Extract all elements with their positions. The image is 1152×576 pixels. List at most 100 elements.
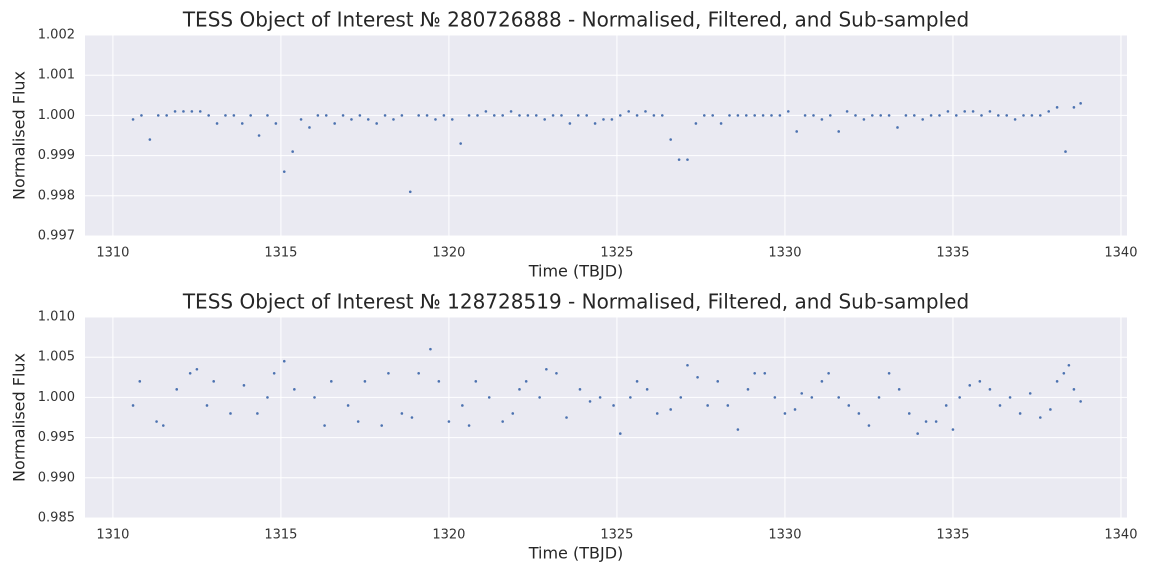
data-point xyxy=(551,114,555,117)
data-point xyxy=(862,118,866,121)
x-tick-label: 1320 xyxy=(432,246,465,261)
data-point xyxy=(501,114,504,117)
data-point xyxy=(434,118,437,121)
data-point xyxy=(293,388,296,391)
data-point xyxy=(274,122,278,125)
data-point xyxy=(627,110,630,113)
y-tick-label: 1.010 xyxy=(38,310,75,325)
data-point xyxy=(998,404,1002,407)
data-point xyxy=(618,114,622,117)
data-point xyxy=(324,114,328,117)
data-point xyxy=(188,371,192,375)
data-point xyxy=(870,114,874,117)
data-point xyxy=(588,400,592,403)
data-point xyxy=(212,380,215,383)
data-point xyxy=(429,347,432,351)
data-point xyxy=(299,118,303,121)
data-point xyxy=(1039,416,1042,419)
y-tick-label: 0.999 xyxy=(38,148,75,163)
data-point xyxy=(256,412,259,415)
data-point xyxy=(131,118,135,121)
data-point xyxy=(847,404,851,407)
data-point xyxy=(753,114,756,117)
x-axis-label: Time (TBJD) xyxy=(528,544,624,563)
data-point xyxy=(857,412,861,415)
data-point xyxy=(761,114,765,117)
data-point xyxy=(198,110,202,113)
data-point xyxy=(971,110,975,113)
data-point xyxy=(938,114,941,117)
data-point xyxy=(924,420,928,423)
data-point xyxy=(442,114,446,117)
chart-title: TESS Object of Interest № 128728519 - No… xyxy=(182,290,969,314)
data-point xyxy=(375,122,378,125)
data-point xyxy=(560,114,563,117)
data-point xyxy=(770,114,773,117)
data-point xyxy=(877,396,881,399)
data-point xyxy=(810,396,814,399)
data-point xyxy=(173,110,177,113)
data-point xyxy=(257,134,261,137)
data-point xyxy=(437,380,441,383)
data-point xyxy=(240,122,244,125)
data-point xyxy=(565,416,568,419)
data-point xyxy=(161,424,165,427)
data-point xyxy=(912,114,916,117)
x-tick-label: 1330 xyxy=(768,528,801,543)
data-point xyxy=(629,396,632,399)
data-point xyxy=(980,114,983,117)
y-tick-label: 0.997 xyxy=(38,229,75,244)
data-point xyxy=(195,367,199,371)
data-point xyxy=(669,138,672,141)
data-point xyxy=(155,420,158,423)
data-point xyxy=(576,114,580,117)
data-point xyxy=(467,424,471,427)
data-point xyxy=(988,388,992,391)
data-point xyxy=(783,412,787,415)
data-point xyxy=(944,404,948,407)
data-point xyxy=(1018,412,1022,415)
data-point xyxy=(518,388,521,391)
data-point xyxy=(165,114,168,117)
data-point xyxy=(828,114,832,117)
data-point xyxy=(138,380,142,383)
data-point xyxy=(425,114,429,117)
data-point xyxy=(417,114,420,117)
data-point xyxy=(242,384,246,387)
data-point xyxy=(346,404,350,407)
data-point xyxy=(593,122,597,125)
data-point xyxy=(215,122,219,125)
data-point xyxy=(408,190,412,194)
data-point xyxy=(706,404,709,407)
data-point xyxy=(232,114,236,117)
data-point xyxy=(827,371,830,375)
data-point xyxy=(323,424,326,427)
data-point xyxy=(904,114,908,117)
data-point xyxy=(467,114,471,117)
data-point xyxy=(812,114,815,117)
data-point xyxy=(545,367,548,371)
data-point xyxy=(1055,380,1059,383)
data-point xyxy=(229,412,232,415)
data-point xyxy=(524,380,528,383)
data-point xyxy=(635,114,639,117)
data-point xyxy=(450,118,454,121)
data-point xyxy=(612,404,615,407)
data-point xyxy=(997,114,1000,117)
x-tick-label: 1325 xyxy=(600,246,633,261)
data-point xyxy=(702,114,706,117)
data-point xyxy=(978,380,982,383)
data-point xyxy=(746,388,750,391)
data-point xyxy=(786,110,790,113)
data-point xyxy=(282,359,286,363)
data-point xyxy=(1079,102,1082,105)
data-point xyxy=(728,114,731,117)
data-point xyxy=(308,126,311,129)
data-point xyxy=(736,114,740,117)
data-point xyxy=(358,114,362,117)
data-point xyxy=(447,420,451,423)
data-point xyxy=(476,114,479,117)
data-point xyxy=(266,396,269,399)
